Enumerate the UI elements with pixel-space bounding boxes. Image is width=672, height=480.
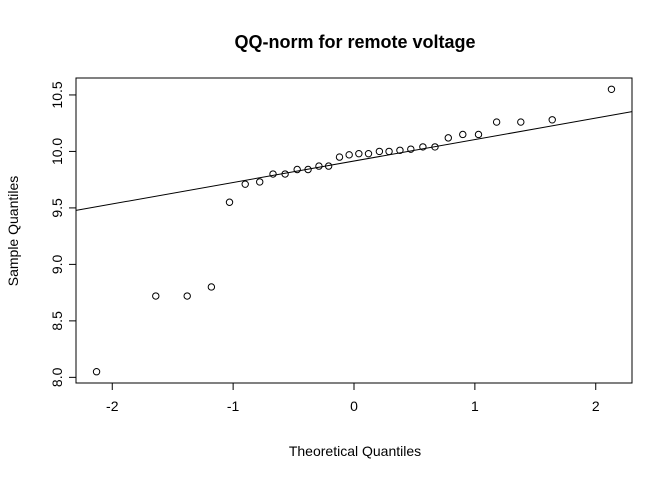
data-point <box>225 198 234 206</box>
data-point <box>152 292 160 300</box>
chart-title: QQ-norm for remote voltage <box>234 32 475 52</box>
x-tick-label: 1 <box>471 398 479 414</box>
x-axis-label: Theoretical Quantiles <box>289 443 421 459</box>
data-point <box>293 165 301 174</box>
data-point <box>304 165 312 174</box>
y-tick-label: 9.5 <box>49 198 65 218</box>
x-tick-label: -2 <box>106 398 119 414</box>
data-point <box>492 118 501 126</box>
data-point <box>419 143 427 151</box>
plot-frame <box>75 77 633 384</box>
data-point <box>241 180 249 188</box>
x-tick-label: -1 <box>227 398 240 414</box>
data-point <box>345 151 353 159</box>
data-point <box>396 146 404 154</box>
data-point <box>269 170 277 178</box>
data-point <box>375 147 384 156</box>
data-point <box>256 178 264 186</box>
data-point <box>431 143 439 151</box>
data-point <box>459 130 467 139</box>
data-point <box>407 145 415 153</box>
data-point <box>281 170 289 178</box>
qq-reference-line <box>75 111 633 211</box>
data-point <box>324 162 333 170</box>
y-tick-label: 10.5 <box>49 81 65 108</box>
data-point <box>315 162 323 170</box>
data-point <box>517 118 525 126</box>
data-point <box>385 147 393 156</box>
data-point <box>335 153 344 161</box>
data-point <box>207 283 216 291</box>
data-point <box>364 149 373 158</box>
y-tick-label: 8.5 <box>49 311 65 331</box>
y-axis-label: Sample Quantiles <box>5 176 21 287</box>
data-point <box>444 134 452 142</box>
y-tick-label: 9.0 <box>49 254 65 274</box>
data-point <box>355 149 363 158</box>
data-point <box>607 85 616 93</box>
y-tick-label: 10.0 <box>49 138 65 165</box>
y-tick-label: 8.0 <box>49 367 65 387</box>
data-point <box>548 116 556 124</box>
data-point <box>92 368 101 376</box>
x-tick-label: 0 <box>350 398 358 414</box>
data-point <box>474 130 483 139</box>
data-point <box>183 292 191 300</box>
x-tick-label: 2 <box>592 398 600 414</box>
